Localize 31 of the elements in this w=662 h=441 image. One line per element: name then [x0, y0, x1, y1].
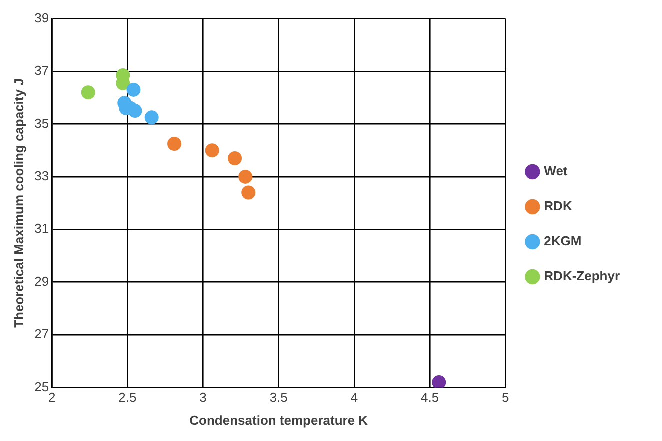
x-axis-title: Condensation temperature K: [190, 412, 369, 428]
x-tick-label: 3: [200, 390, 207, 406]
point: [128, 104, 142, 118]
x-tick-label: 3.5: [270, 390, 288, 406]
y-tick-label: 37: [34, 63, 50, 78]
point: [205, 144, 220, 158]
x-tick-label: 4.5: [421, 390, 440, 406]
point: [126, 82, 141, 97]
y-tick-label: 33: [34, 168, 50, 184]
point: [242, 186, 256, 200]
legend-label: RDK: [544, 198, 573, 214]
point: [168, 136, 182, 151]
x-tick-label: 4: [350, 390, 358, 406]
y-tick-label: 35: [34, 116, 50, 131]
x-tick-label: 2.5: [118, 390, 137, 406]
legend-label: 2KGM: [544, 234, 582, 249]
x-tick-label: 5: [502, 390, 510, 406]
y-tick-label: 25: [34, 379, 50, 394]
y-tick-label: 29: [34, 274, 50, 289]
x-tick-label: 2: [48, 390, 56, 406]
y-tick-label: 31: [34, 221, 50, 236]
point: [228, 151, 242, 166]
legend-label: Wet: [544, 164, 568, 179]
point: [144, 110, 159, 125]
legend-label: RDK-Zephyr: [544, 268, 620, 284]
point: [238, 170, 253, 184]
y-tick-label: 27: [34, 326, 50, 342]
point: [432, 376, 446, 388]
y-tick-label: 39: [34, 10, 50, 26]
point: [81, 86, 96, 100]
y-axis-title: Theoretical Maximum cooling capacity J: [11, 78, 26, 328]
